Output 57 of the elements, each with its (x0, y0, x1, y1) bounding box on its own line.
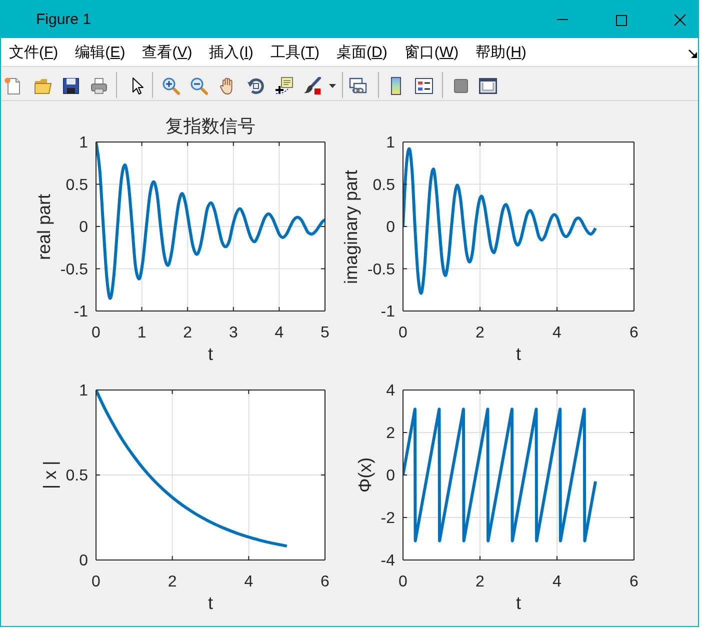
y-tick-label: 0 (79, 552, 88, 569)
x-tick-label: 4 (274, 323, 284, 340)
x-axis-title: t (208, 344, 214, 365)
y-tick-label: -0.5 (367, 260, 396, 278)
x-tick-label: 3 (228, 323, 238, 340)
line-series (403, 408, 597, 542)
text: 工具(T) (270, 44, 320, 62)
y-tick-label: -2 (380, 509, 396, 526)
y-tick-label: 2 (386, 424, 396, 442)
y-tick-label: 0.5 (66, 176, 88, 193)
x-axis-title: t (516, 593, 522, 614)
x-tick-label: 4 (552, 572, 562, 590)
y-tick-label: 0 (79, 218, 88, 236)
text: Figure 1 (36, 11, 92, 29)
y-tick-label: 1 (79, 134, 88, 151)
text: 插入(I) (209, 44, 254, 62)
y-tick-label: -1 (380, 302, 396, 320)
y-axis-title: real part (34, 193, 56, 260)
x-tick-label: 2 (476, 572, 485, 590)
line-series (403, 147, 597, 295)
x-axis-title: t (208, 593, 214, 614)
x-tick-label: 6 (630, 323, 639, 340)
y-axis-title: Φ(x) (354, 457, 376, 493)
y-tick-label: 1 (386, 134, 396, 151)
x-tick-label: 4 (244, 572, 254, 590)
x-tick-label: 4 (552, 323, 562, 340)
x-tick-label: 2 (168, 572, 177, 590)
y-tick-label: 1 (79, 382, 88, 399)
x-tick-label: 2 (183, 323, 192, 340)
y-tick-label: -1 (74, 302, 88, 320)
text: 窗口(W) (404, 44, 459, 62)
x-tick-label: 0 (92, 323, 101, 340)
x-tick-label: 0 (398, 323, 408, 340)
x-tick-label: 2 (476, 323, 485, 340)
x-tick-label: 6 (320, 572, 330, 590)
y-axis-title: | x | (40, 460, 61, 490)
x-tick-label: 0 (92, 572, 101, 590)
y-axis-title: imaginary part (342, 169, 362, 284)
text: 文件(F) (9, 44, 58, 62)
text: 查看(V) (142, 44, 192, 62)
y-tick-label: -0.5 (60, 260, 88, 278)
x-tick-label: 1 (137, 323, 146, 340)
x-tick-label: 6 (630, 572, 639, 590)
x-tick-label: 0 (398, 572, 408, 590)
y-tick-label: 4 (386, 382, 396, 399)
text: 桌面(D) (336, 44, 388, 62)
chart-title: 复指数信号 (166, 116, 256, 137)
y-tick-label: 0 (386, 218, 396, 236)
text: 编辑(E) (75, 44, 126, 62)
y-tick-label: 0 (386, 466, 396, 484)
line-series (96, 390, 288, 548)
y-tick-label: -4 (380, 552, 396, 569)
y-tick-label: 0.5 (66, 466, 88, 484)
x-axis-title: t (516, 344, 522, 365)
text: 帮助(H) (476, 44, 526, 62)
x-tick-label: 5 (320, 323, 330, 340)
y-tick-label: 0.5 (372, 176, 396, 193)
